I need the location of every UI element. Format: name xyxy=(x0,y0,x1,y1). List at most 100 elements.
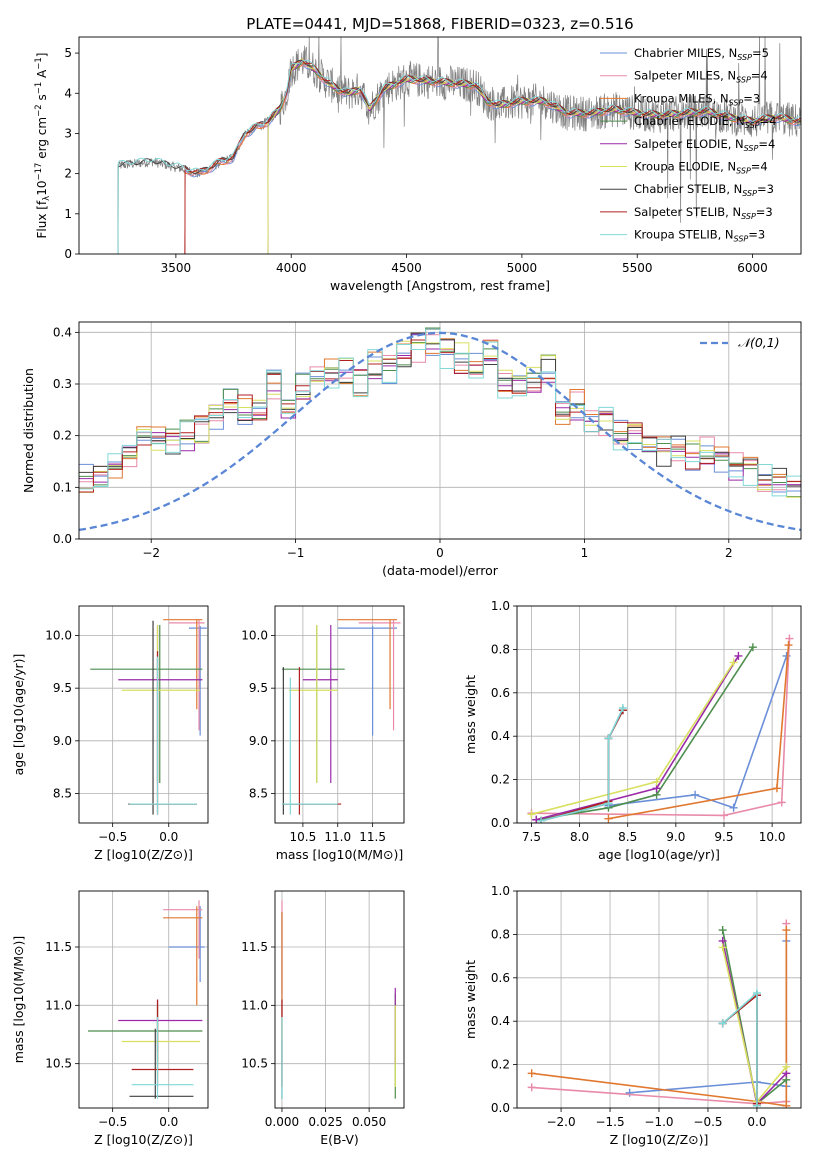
mass-weight-line-1 xyxy=(531,638,791,817)
y-tick-label: 4 xyxy=(64,86,72,100)
x-tick-label: 10.0 xyxy=(759,830,786,844)
mass-weight-line-6 xyxy=(540,709,624,822)
y-tick-label: 0.4 xyxy=(491,729,510,743)
mass-weight-marker xyxy=(752,988,761,997)
x-tick-label: −0.5 xyxy=(98,1115,127,1129)
mass-weight-line-7 xyxy=(540,709,624,822)
axes-frame xyxy=(78,605,209,824)
legend-label: 𝒩(0,1) xyxy=(738,335,780,350)
x-tick-label: −1.5 xyxy=(595,1115,624,1129)
y-axis-label: mass weight xyxy=(463,960,478,1039)
y-tick-label: 0.2 xyxy=(491,1058,510,1072)
y-tick-label: 0.3 xyxy=(53,377,72,391)
tick-group: 3500 4000 4500 5000 5500 6000 0 1 2 3 4 5 xyxy=(64,46,767,275)
x-tick-label: 8.0 xyxy=(570,830,589,844)
x-tick-label: 7.5 xyxy=(522,830,541,844)
x-tick-label: 9.5 xyxy=(714,830,733,844)
mass-weight-line-5 xyxy=(531,661,735,816)
x-axis-label: Z [log10(Z/Z⊙)] xyxy=(610,1132,709,1147)
x-tick-label: 2 xyxy=(725,546,733,560)
y-tick-label: 9.5 xyxy=(53,681,72,695)
y-tick-label: 9.5 xyxy=(249,681,268,695)
mass-weight-line-3 xyxy=(536,646,754,821)
axes-frame xyxy=(274,890,405,1109)
plot-area xyxy=(281,900,396,1099)
y-tick-label: 11.5 xyxy=(241,940,268,954)
legend-label: Chabrier STELIB, NSSP=3 xyxy=(634,182,774,198)
x-tick-label: −1 xyxy=(287,546,305,560)
tick-group: 0.000 0.025 0.050 10.5 11.0 11.5 xyxy=(241,891,404,1129)
mass-weight-marker xyxy=(625,1088,634,1097)
mass-weight-marker xyxy=(772,784,781,793)
mass-weight-marker xyxy=(527,1083,536,1092)
mass-weight-marker xyxy=(527,810,536,819)
axes-frame xyxy=(78,321,802,540)
x-tick-label: 5500 xyxy=(622,261,653,275)
y-tick-label: 0 xyxy=(64,247,72,261)
axes-frame xyxy=(78,36,802,255)
y-tick-label: 0.4 xyxy=(491,1014,510,1028)
mass-weight-marker xyxy=(719,811,728,820)
mass-weight-line-2 xyxy=(531,930,788,1107)
x-tick-label: −2.0 xyxy=(546,1115,575,1129)
legend-label: Salpeter MILES, NSSP=4 xyxy=(634,69,768,85)
y-tick-label: 5 xyxy=(64,46,72,60)
tick-group: 7.5 8.0 8.5 9.0 9.5 10.0 0.0 0.2 0.4 0.6 0.8 1.0 xyxy=(491,599,801,844)
y-tick-label: 1.0 xyxy=(491,599,510,613)
mass-weight-marker xyxy=(718,943,727,952)
x-tick-label: 0.0 xyxy=(159,1115,178,1129)
y-tick-label: 9.0 xyxy=(249,734,268,748)
mass-weight-marker xyxy=(652,777,661,786)
y-tick-label: 10.5 xyxy=(45,1057,72,1071)
legend-label: Chabrier MILES, NSSP=5 xyxy=(634,46,769,62)
axes-frame xyxy=(78,890,209,1109)
panel-mass-vs-ebv: 0.000 0.025 0.050 10.5 11.0 11.5 E(B-V) xyxy=(241,890,405,1147)
tick-group: 10.5 11.0 11.5 8.5 9.0 9.5 10.0 xyxy=(241,606,404,844)
y-tick-label: 0.2 xyxy=(491,773,510,787)
y-tick-label: 1 xyxy=(64,207,72,221)
x-tick-label: −1.0 xyxy=(644,1115,673,1129)
gaussian-curve xyxy=(79,331,801,532)
x-axis-label: age [log10(age/yr)] xyxy=(598,847,720,862)
mass-weight-marker xyxy=(777,798,786,807)
mass-weight-line-6 xyxy=(722,993,758,1106)
mass-weight-marker xyxy=(785,634,794,643)
panel-spectrum: 3500 4000 4500 5000 5500 6000 0 1 2 3 4 5 Chabrier M… xyxy=(34,36,802,293)
y-tick-label: 0.0 xyxy=(491,1101,510,1115)
plot-area xyxy=(281,619,401,815)
y-tick-label: 0.6 xyxy=(491,686,510,700)
x-tick-label: 11.5 xyxy=(359,830,386,844)
plot-area xyxy=(87,900,205,1099)
model-line-3 xyxy=(267,60,801,254)
mass-weight-marker xyxy=(691,790,700,799)
panel-mass-vs-metallicity: −0.5 0.0 10.5 11.0 11.5 Z [log10(Z/Z⊙)] mass [… xyxy=(11,890,209,1147)
y-tick-label: 0.0 xyxy=(491,816,510,830)
y-tick-label: 8.5 xyxy=(53,787,72,801)
x-tick-label: 11.0 xyxy=(324,830,351,844)
x-tick-label: 0.0 xyxy=(159,830,178,844)
legend-label: Salpeter STELIB, NSSP=3 xyxy=(634,205,773,221)
legend-label: Salpeter ELODIE, NSSP=4 xyxy=(634,137,775,153)
y-axis-label: mass [log10(M/M⊙)] xyxy=(11,936,26,1064)
spectrum-legend: Chabrier MILES, NSSP=5 Salpeter MILES, NS… xyxy=(600,46,776,244)
y-tick-label: 2 xyxy=(64,167,72,181)
plot-area xyxy=(527,634,794,823)
legend-label: Kroupa ELODIE, NSSP=4 xyxy=(634,160,768,176)
mass-weight-marker xyxy=(734,651,743,660)
x-tick-label: −0.5 xyxy=(98,830,127,844)
x-tick-label: 8.5 xyxy=(618,830,637,844)
mass-weight-marker xyxy=(729,803,738,812)
mass-weight-line-8 xyxy=(540,707,624,822)
axes-frame xyxy=(516,890,802,1109)
x-tick-label: 1 xyxy=(581,546,589,560)
x-tick-label: 5000 xyxy=(507,261,538,275)
mass-weight-marker xyxy=(782,1101,791,1108)
panel-mass-weight-vs-age: 7.5 8.0 8.5 9.0 9.5 10.0 0.0 0.2 0.4 0.6 0.8 1.0 age… xyxy=(463,599,802,862)
x-tick-label: 4000 xyxy=(276,261,307,275)
x-tick-label: 9.0 xyxy=(666,830,685,844)
axes-frame xyxy=(274,605,405,824)
y-tick-label: 9.0 xyxy=(53,734,72,748)
x-tick-label: −2 xyxy=(142,546,160,560)
model-line-7 xyxy=(184,61,801,254)
mass-weight-marker xyxy=(782,1062,791,1071)
